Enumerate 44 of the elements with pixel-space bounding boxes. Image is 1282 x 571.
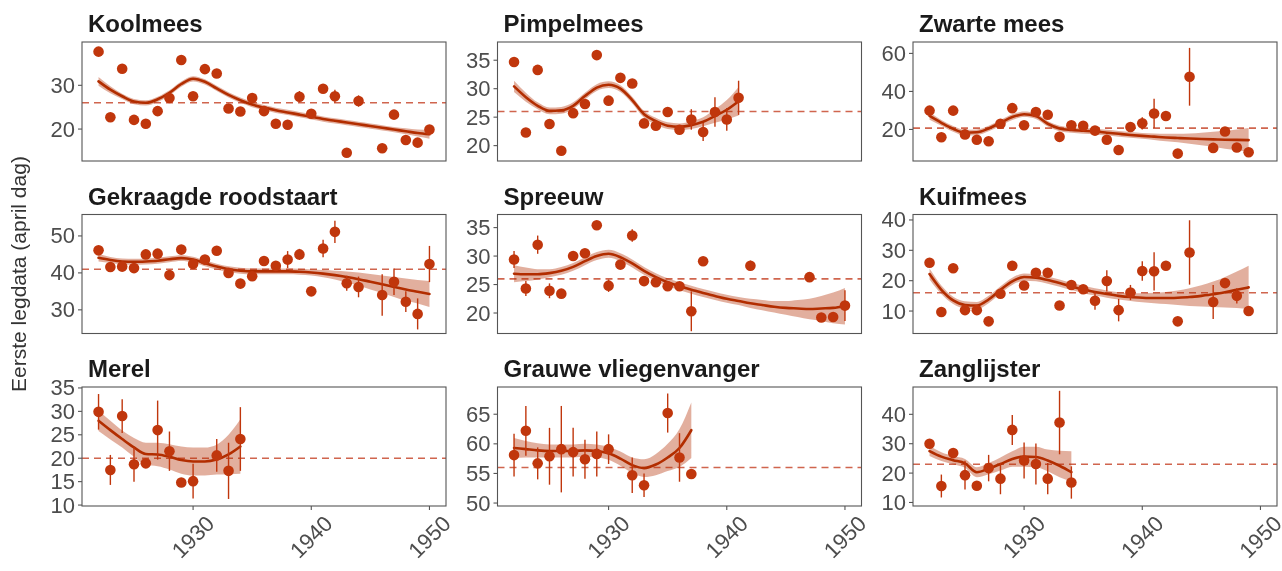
y-tick-label: 50 [466,490,491,516]
y-tick-label: 40 [881,78,906,104]
y-tick-label: 60 [466,431,491,457]
y-tick-label: 55 [466,460,491,486]
y-tick-label: 25 [466,272,491,298]
y-tick-label: 25 [50,422,75,448]
y-tick-label: 20 [466,300,491,326]
chart-title: Kuifmees [919,182,1028,210]
chart-title: Merel [88,355,151,382]
y-tick-label: 20 [466,133,491,159]
y-tick-label: 60 [881,40,906,66]
y-tick-label: 25 [466,104,491,130]
chart-title: Zwarte mees [919,10,1065,37]
y-tick-label: 20 [881,116,906,142]
y-tick-label: 40 [50,260,75,286]
chart-title: Spreeuw [503,182,604,210]
chart-title: Pimpelmees [503,10,644,37]
y-tick-label: 30 [50,72,75,98]
y-tick-label: 10 [50,492,75,518]
y-tick-label: 20 [881,460,906,486]
y-tick-label: 10 [881,298,906,324]
y-tick-label: 65 [466,401,491,427]
y-tick-label: 40 [881,207,906,233]
y-tick-label: 35 [466,47,491,73]
y-tick-label: 50 [50,223,75,249]
chart-title: Zanglijster [919,355,1041,382]
chart-title: Grauwe vliegenvanger [503,355,760,382]
y-tick-label: 40 [881,401,906,427]
y-tick-label: 30 [881,237,906,263]
y-tick-label: 35 [466,215,491,241]
y-tick-label: 35 [50,375,75,401]
y-tick-label: 15 [50,469,75,495]
y-tick-label: 20 [50,445,75,471]
chart-title: Gekraagde roodstaart [88,182,338,210]
y-tick-label: 30 [466,243,491,269]
y-tick-label: 30 [50,398,75,424]
chart-title: Koolmees [88,10,203,37]
y-axis-title: Eerste legdata (april dag) [6,156,30,392]
y-tick-label: 10 [881,489,906,515]
y-tick-label: 30 [466,76,491,102]
y-tick-label: 20 [881,268,906,294]
y-tick-label: 30 [881,431,906,457]
y-tick-label: 20 [50,116,75,142]
y-tick-label: 30 [50,297,75,323]
